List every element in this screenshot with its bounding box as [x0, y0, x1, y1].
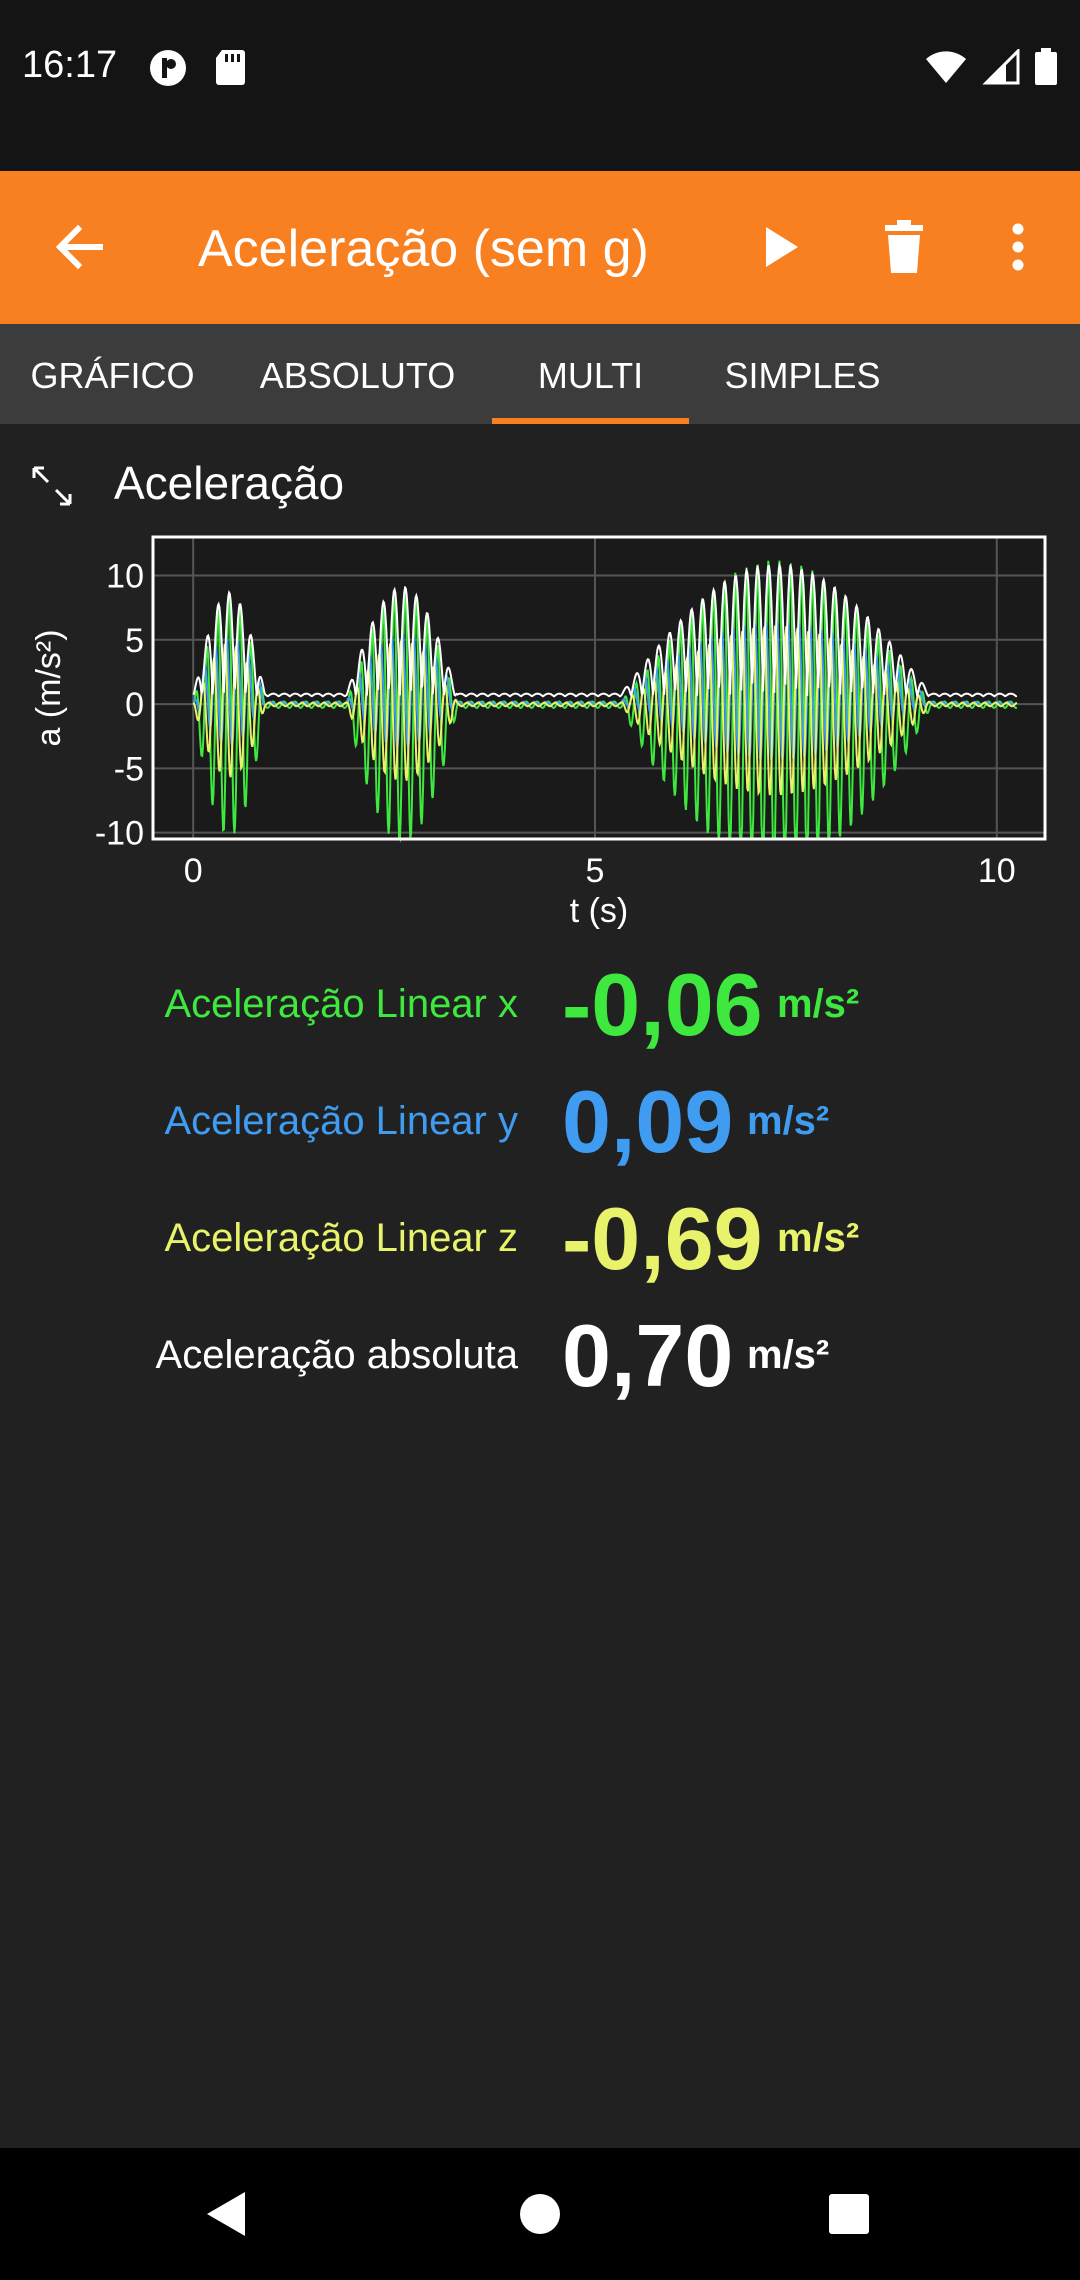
reading-unit-x: m/s²: [777, 982, 860, 1026]
tab-absoluto[interactable]: ABSOLUTO: [259, 355, 456, 396]
tab-simples[interactable]: SIMPLES: [724, 355, 881, 396]
x-tick-label-2: 10: [978, 852, 1016, 890]
x-axis-label: t (s): [570, 892, 629, 930]
reading-label-z: Aceleração Linear z: [164, 1216, 518, 1260]
reading-row-x: Aceleração Linear x -0,06 m/s²: [0, 948, 1080, 1058]
reading-label-abs: Aceleração absoluta: [155, 1333, 518, 1377]
sd-card-icon: [216, 50, 245, 85]
more-vert-icon[interactable]: [990, 215, 1046, 279]
reading-row-y: Aceleração Linear y 0,09 m/s²: [0, 1065, 1080, 1175]
reading-unit-abs: m/s²: [747, 1333, 830, 1377]
status-time: 16:17: [22, 44, 118, 86]
reading-row-abs: Aceleração absoluta 0,70 m/s²: [0, 1299, 1080, 1409]
battery-icon: [1035, 48, 1057, 85]
recents-square-icon[interactable]: [813, 2178, 885, 2250]
play-icon[interactable]: [748, 215, 812, 279]
expand-icon[interactable]: [30, 464, 74, 508]
reading-label-y: Aceleração Linear y: [164, 1099, 518, 1143]
app-bar: Aceleração (sem g): [0, 171, 1080, 324]
y-tick-labels: 10 5 0 -5 -10: [95, 558, 144, 853]
navigation-bar: [0, 2148, 1080, 2280]
tab-multi[interactable]: MULTI: [537, 355, 644, 396]
plot-frame: [151, 535, 1047, 841]
series-line-abs: [192, 561, 1018, 699]
back-triangle-icon[interactable]: [189, 2178, 261, 2250]
tab-grafico[interactable]: GRÁFICO: [30, 355, 195, 396]
reading-label-x: Aceleração Linear x: [164, 982, 518, 1026]
y-tick-label-4: -10: [95, 815, 144, 853]
acceleration-chart[interactable]: 10 5 0 -5 -10 0 5 10 a (m/s²) t (s): [0, 520, 1080, 940]
x-tick-label-1: 5: [586, 852, 605, 890]
reading-value-y: 0,09: [562, 1072, 734, 1171]
y-tick-label-1: 5: [125, 622, 144, 660]
trash-icon[interactable]: [872, 215, 936, 279]
x-tick-label-0: 0: [184, 852, 203, 890]
reading-value-z: -0,69: [562, 1189, 763, 1288]
y-tick-label-3: -5: [114, 750, 144, 788]
y-tick-label-2: 0: [125, 686, 144, 724]
reading-value-x: -0,06: [562, 955, 763, 1054]
y-tick-label-0: 10: [106, 558, 144, 596]
back-arrow-icon[interactable]: [50, 217, 110, 277]
tab-selected-indicator: [492, 418, 689, 424]
wifi-icon: [926, 51, 966, 83]
graph-title: Aceleração: [114, 457, 345, 509]
reading-unit-z: m/s²: [777, 1216, 860, 1260]
y-axis-label: a (m/s²): [30, 629, 68, 746]
series-line-z: [192, 624, 1018, 797]
tab-bar: GRÁFICO ABSOLUTO MULTI SIMPLES: [0, 324, 1080, 424]
reading-row-z: Aceleração Linear z -0,69 m/s²: [0, 1182, 1080, 1292]
reading-unit-y: m/s²: [747, 1099, 830, 1143]
notification-icon: [150, 50, 186, 86]
home-circle-icon[interactable]: [504, 2178, 576, 2250]
x-tick-labels: 0 5 10: [184, 852, 1016, 890]
graph-header: Aceleração: [0, 440, 1080, 520]
reading-value-abs: 0,70: [562, 1306, 734, 1405]
chart-series: [192, 560, 1018, 843]
signal-icon: [982, 49, 1020, 85]
status-bar: 16:17: [0, 0, 1080, 171]
app-title: Aceleração (sem g): [198, 220, 649, 278]
chart-grid: [153, 537, 1045, 839]
series-line-y: [192, 621, 1018, 762]
